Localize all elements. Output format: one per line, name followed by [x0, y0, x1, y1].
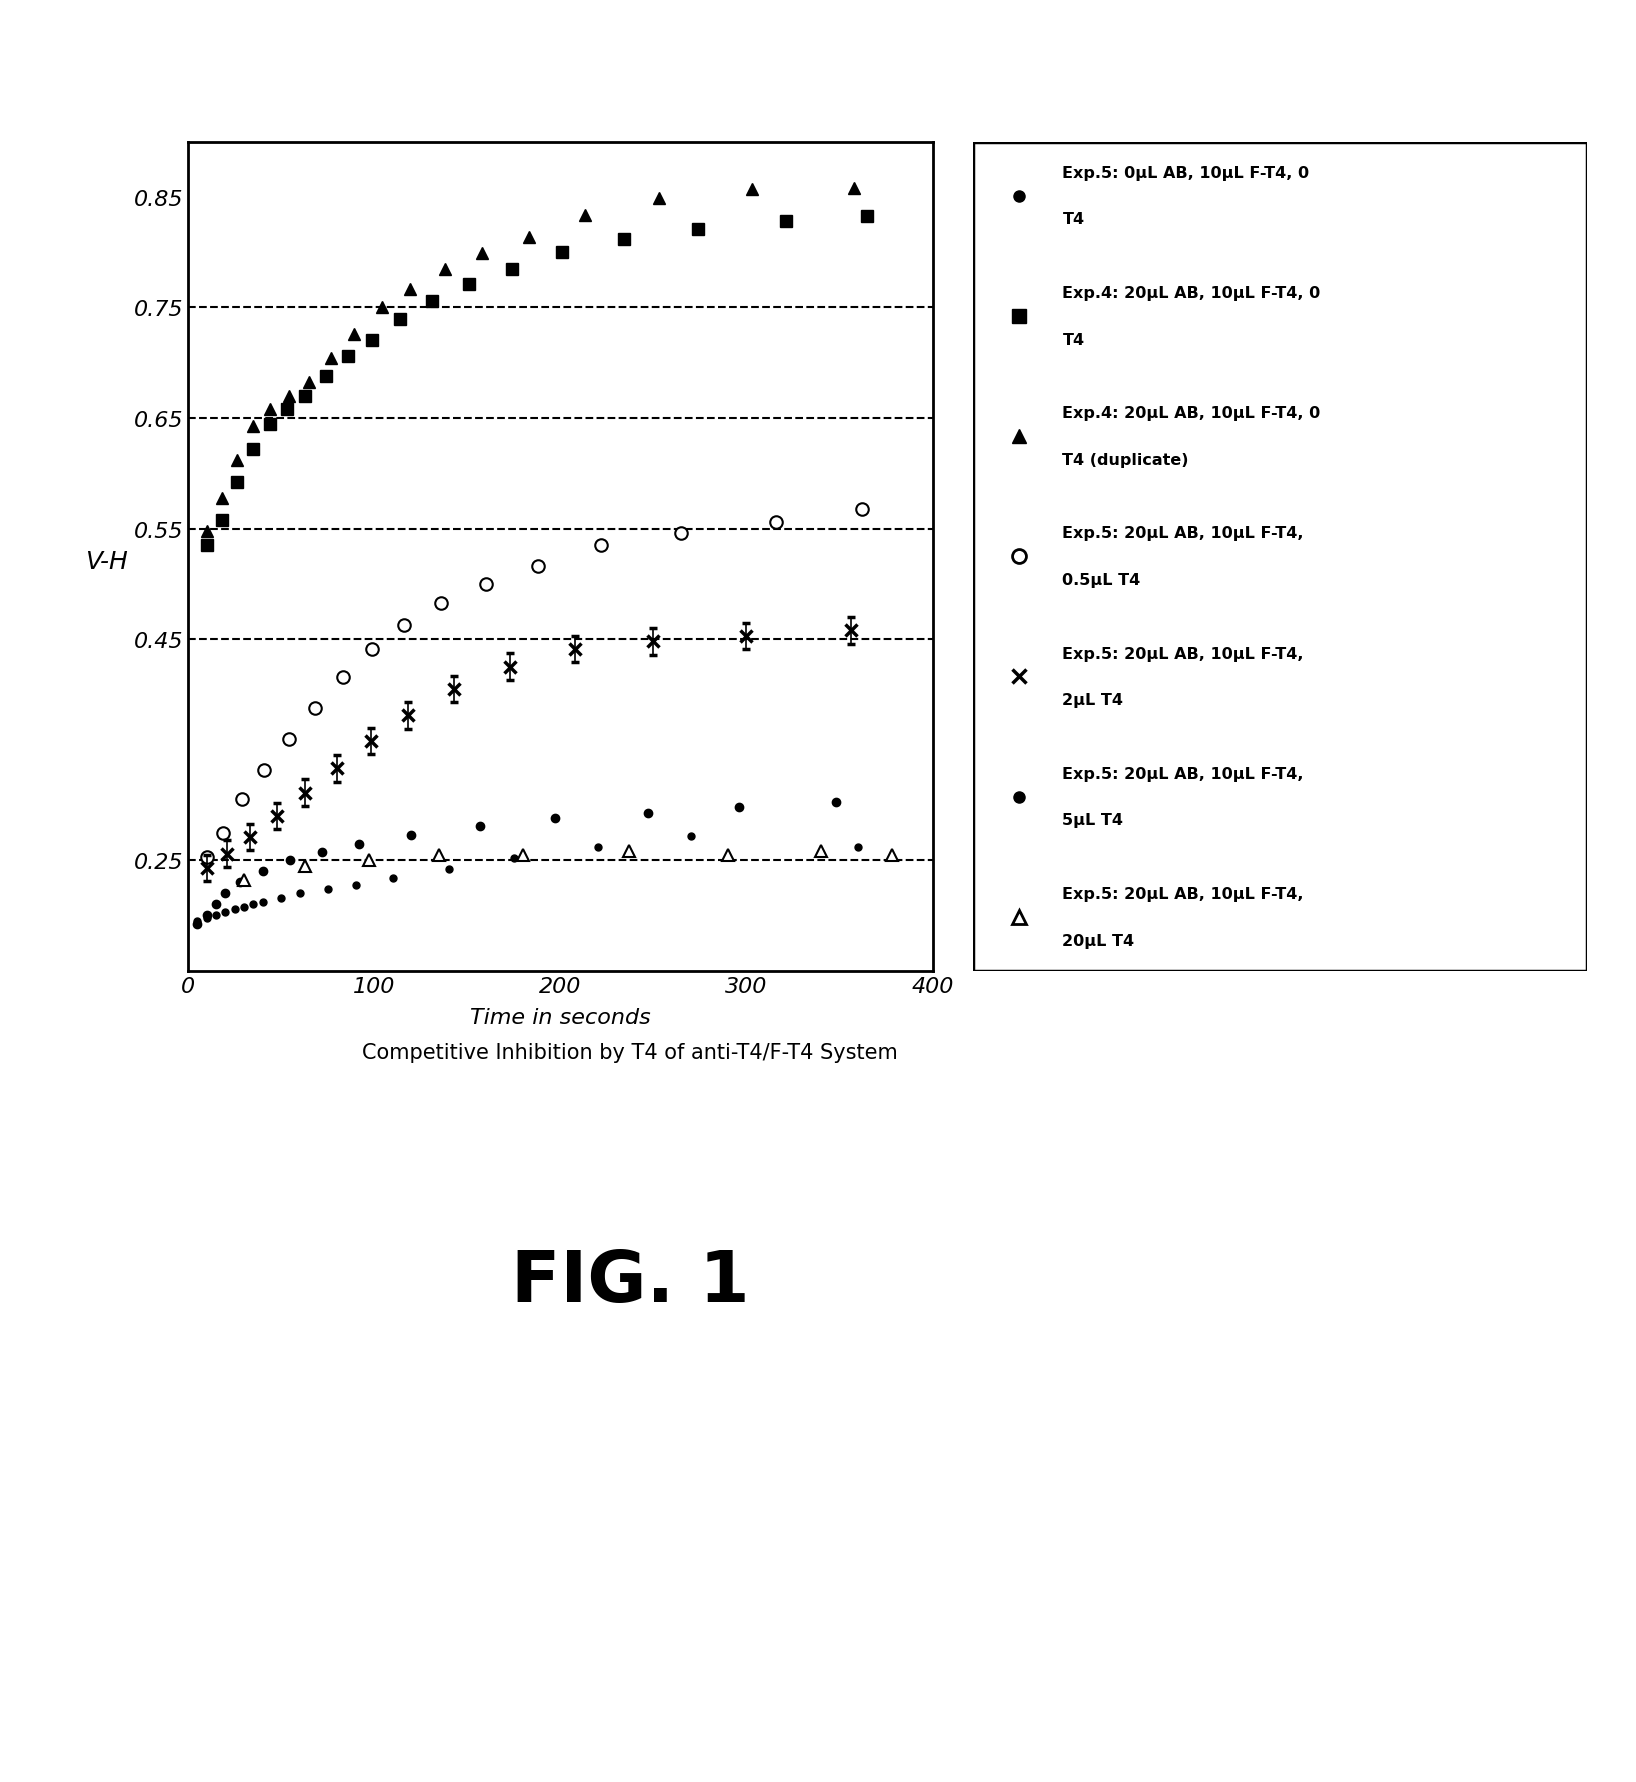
Text: 5μL T4: 5μL T4	[1062, 813, 1124, 829]
Text: Exp.5: 20μL AB, 10μL F-T4,: Exp.5: 20μL AB, 10μL F-T4,	[1062, 526, 1304, 542]
Text: Exp.4: 20μL AB, 10μL F-T4, 0: Exp.4: 20μL AB, 10μL F-T4, 0	[1062, 406, 1320, 421]
Text: V-H: V-H	[85, 549, 128, 574]
Text: Exp.5: 20μL AB, 10μL F-T4,: Exp.5: 20μL AB, 10μL F-T4,	[1062, 647, 1304, 661]
Text: 0.5μL T4: 0.5μL T4	[1062, 572, 1140, 588]
Text: T4: T4	[1062, 212, 1085, 226]
Text: Exp.5: 20μL AB, 10μL F-T4,: Exp.5: 20μL AB, 10μL F-T4,	[1062, 887, 1304, 902]
Text: Exp.4: 20μL AB, 10μL F-T4, 0: Exp.4: 20μL AB, 10μL F-T4, 0	[1062, 285, 1320, 301]
Text: T4: T4	[1062, 331, 1085, 347]
Text: FIG. 1: FIG. 1	[510, 1247, 749, 1317]
Text: T4 (duplicate): T4 (duplicate)	[1062, 453, 1189, 467]
Text: Exp.5: 20μL AB, 10μL F-T4,: Exp.5: 20μL AB, 10μL F-T4,	[1062, 766, 1304, 782]
Text: 20μL T4: 20μL T4	[1062, 934, 1134, 948]
X-axis label: Time in seconds: Time in seconds	[470, 1007, 651, 1026]
Text: Exp.5: 0μL AB, 10μL F-T4, 0: Exp.5: 0μL AB, 10μL F-T4, 0	[1062, 166, 1309, 180]
Text: Competitive Inhibition by T4 of anti-T4/F-T4 System: Competitive Inhibition by T4 of anti-T4/…	[362, 1042, 898, 1062]
Text: 2μL T4: 2μL T4	[1062, 693, 1124, 707]
